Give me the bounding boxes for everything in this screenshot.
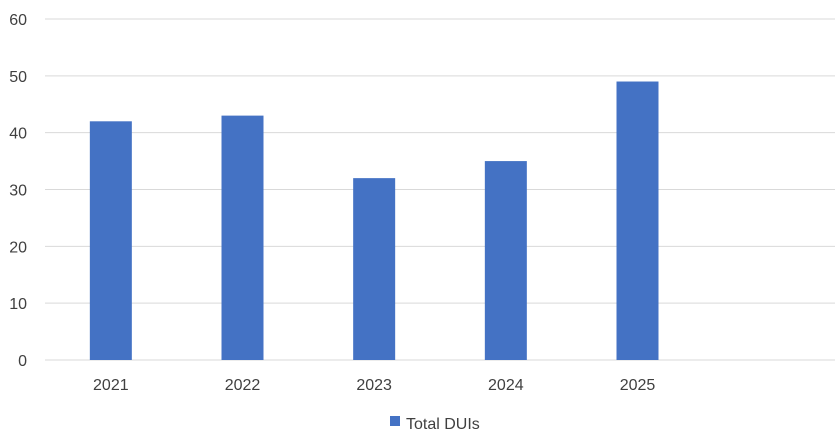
legend-label: Total DUIs xyxy=(406,416,480,429)
x-tick-label-2021: 2021 xyxy=(93,377,129,394)
x-tick-label-2024: 2024 xyxy=(488,377,524,394)
y-tick-label-60: 60 xyxy=(9,12,27,29)
gridlines xyxy=(45,18,835,361)
y-tick-label-0: 0 xyxy=(18,353,27,370)
y-tick-label-40: 40 xyxy=(9,126,27,143)
y-tick-label-30: 30 xyxy=(9,183,27,200)
bars xyxy=(89,81,659,361)
y-tick-label-50: 50 xyxy=(9,69,27,86)
bar-2023 xyxy=(353,178,396,360)
x-tick-label-2023: 2023 xyxy=(356,377,392,394)
legend-swatch xyxy=(390,416,400,426)
y-tick-label-10: 10 xyxy=(9,296,27,313)
bar-2024 xyxy=(484,161,527,360)
y-axis-tick-labels: 0 10 20 30 40 50 60 xyxy=(9,12,27,370)
bar-2025 xyxy=(616,81,659,361)
legend: Total DUIs xyxy=(390,416,480,429)
bar-2021 xyxy=(89,121,132,360)
y-tick-label-20: 20 xyxy=(9,239,27,256)
bar-2022 xyxy=(221,115,264,360)
x-tick-label-2022: 2022 xyxy=(225,377,261,394)
x-axis-tick-labels: 2021 2022 2023 2024 2025 xyxy=(93,377,655,394)
x-tick-label-2025: 2025 xyxy=(620,377,656,394)
